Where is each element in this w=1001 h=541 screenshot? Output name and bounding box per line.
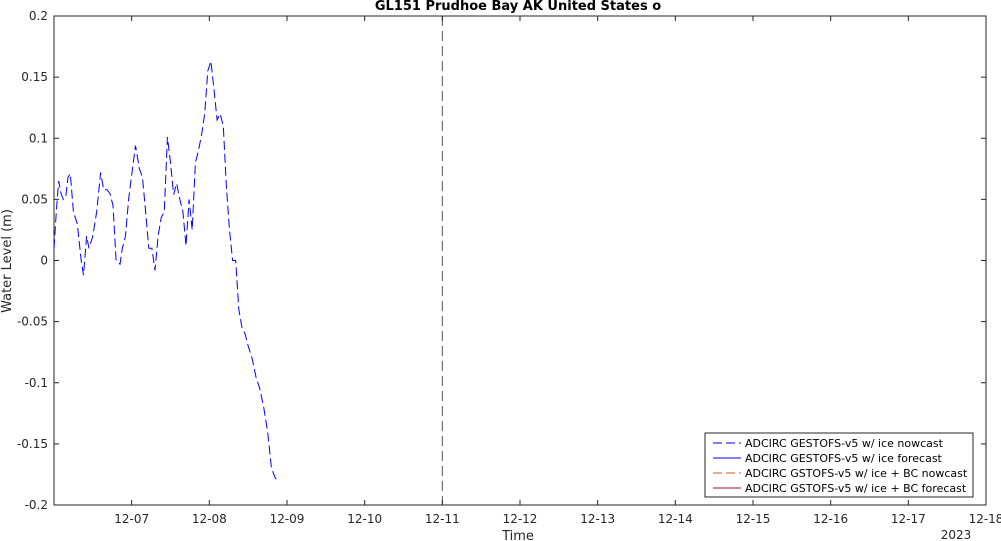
legend-entry-label: ADCIRC GSTOFS-v5 w/ ice + BC nowcast xyxy=(745,467,968,480)
x-tick-label: 12-10 xyxy=(347,512,382,526)
x-tick-label: 12-11 xyxy=(425,512,460,526)
x-tick-label: 12-12 xyxy=(503,512,538,526)
x-tick-label: 12-18 xyxy=(969,512,1001,526)
y-axis-label: Water Level (m) xyxy=(0,209,15,313)
x-axis-label: Time xyxy=(501,529,534,541)
y-tick-label: 0 xyxy=(40,254,48,268)
y-tick-label: -0.2 xyxy=(25,498,48,512)
y-tick-label: -0.05 xyxy=(17,315,48,329)
legend-entry-label: ADCIRC GSTOFS-v5 w/ ice + BC forecast xyxy=(745,482,967,495)
y-tick-label: 0.1 xyxy=(29,131,48,145)
y-tick-label: 0.15 xyxy=(21,70,48,84)
x-tick-label: 12-09 xyxy=(270,512,305,526)
y-tick-label: -0.1 xyxy=(25,376,48,390)
x-tick-label: 12-08 xyxy=(192,512,227,526)
legend-entry-label: ADCIRC GESTOFS-v5 w/ ice forecast xyxy=(745,452,943,465)
legend-entry-label: ADCIRC GESTOFS-v5 w/ ice nowcast xyxy=(745,437,944,450)
chart-title: GL151 Prudhoe Bay AK United States o xyxy=(375,0,661,14)
y-tick-label: 0.2 xyxy=(29,9,48,23)
x-tick-label: 12-13 xyxy=(580,512,615,526)
legend-box xyxy=(704,432,974,498)
legend: ADCIRC GESTOFS-v5 w/ ice nowcast ADCIRC G… xyxy=(704,432,974,498)
x-tick-label: 12-17 xyxy=(891,512,926,526)
y-tick-label: 0.05 xyxy=(21,192,48,206)
x-axis-year-label: 2023 xyxy=(941,528,972,541)
x-tick-label: 12-15 xyxy=(736,512,771,526)
series-line xyxy=(53,61,279,481)
y-tick-label: -0.15 xyxy=(17,437,48,451)
x-tick-label: 12-07 xyxy=(114,512,149,526)
x-tick-label: 12-14 xyxy=(658,512,693,526)
x-tick-label: 12-16 xyxy=(813,512,848,526)
